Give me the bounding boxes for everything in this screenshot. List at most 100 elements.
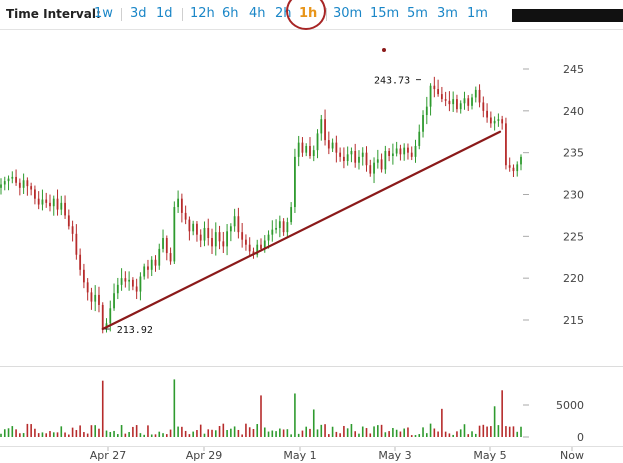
- interval-30m-button[interactable]: 30m: [333, 6, 363, 21]
- candle-body: [37, 198, 40, 205]
- interval-1w-button[interactable]: 1w: [94, 6, 113, 21]
- interval-2h-button[interactable]: 2h: [275, 6, 292, 21]
- price-tick-label: 225: [563, 230, 584, 243]
- volume-bar: [98, 428, 100, 437]
- interval-6h-button[interactable]: 6h: [222, 6, 239, 21]
- candle-body: [448, 100, 451, 105]
- candle-body: [7, 178, 10, 182]
- candle-body: [60, 202, 63, 210]
- volume-bar: [516, 431, 519, 437]
- candle-body: [203, 227, 206, 241]
- candle-body: [346, 154, 349, 162]
- volume-bar: [101, 380, 104, 437]
- candle-body: [282, 221, 285, 233]
- volume-bar: [233, 426, 236, 437]
- candle-body: [67, 215, 70, 227]
- volume-bar: [418, 434, 421, 437]
- candle-body: [271, 229, 274, 235]
- candle-body: [301, 142, 304, 153]
- volume-bar: [109, 432, 112, 437]
- volume-bar: [444, 431, 447, 437]
- volume-bar: [207, 429, 210, 437]
- volume-bar: [230, 428, 232, 437]
- volume-bar: [169, 429, 172, 437]
- volume-bar: [120, 425, 123, 437]
- candle-body: [52, 198, 55, 207]
- volume-bar: [260, 395, 262, 437]
- volume-bar: [335, 431, 338, 437]
- settings-dropdown[interactable]: [512, 9, 623, 22]
- candle-body: [471, 97, 473, 106]
- candle-body: [437, 89, 440, 95]
- interval-12h-button[interactable]: 12h: [190, 6, 215, 21]
- volume-bar: [19, 433, 21, 437]
- volume-bar: [135, 425, 138, 437]
- interval-5m-button[interactable]: 5m: [407, 6, 428, 21]
- candle-body: [290, 207, 293, 223]
- candle-body: [45, 199, 48, 203]
- candle-body: [380, 159, 383, 170]
- candle-body: [199, 234, 202, 241]
- interval-1h-button[interactable]: 1h: [299, 6, 318, 21]
- interval-4h-button[interactable]: 4h: [249, 6, 266, 21]
- divider: [326, 8, 327, 21]
- candle-body: [286, 222, 289, 233]
- candle-body: [165, 238, 168, 254]
- candle-body: [128, 279, 131, 282]
- candle-body: [489, 117, 492, 124]
- volume-bar: [312, 409, 315, 437]
- volume-bar: [245, 423, 247, 437]
- candle-body: [324, 119, 326, 141]
- candle-body: [131, 279, 134, 287]
- interval-3d-button[interactable]: 3d: [130, 6, 147, 21]
- candle-body: [297, 142, 300, 157]
- candle-body: [452, 99, 455, 105]
- toolbar: Time Interval: 1w 3d 1d 12h 6h 4h 2h 1h …: [0, 0, 623, 30]
- candle-body: [339, 152, 342, 157]
- candle-body: [275, 227, 277, 230]
- volume-bar: [71, 427, 74, 437]
- interval-1d-button[interactable]: 1d: [156, 6, 173, 21]
- volume-bar: [90, 425, 93, 437]
- volume-bar: [286, 429, 289, 437]
- volume-bar: [147, 425, 149, 437]
- candle-body: [467, 98, 470, 106]
- divider: [182, 8, 183, 21]
- candle-body: [493, 120, 496, 124]
- candle-body: [188, 219, 191, 232]
- candle-body: [444, 99, 447, 101]
- volume-bar: [414, 435, 417, 437]
- interval-3m-button[interactable]: 3m: [437, 6, 458, 21]
- candle-body: [0, 184, 2, 188]
- volume-bar: [482, 424, 485, 437]
- volume-bar: [237, 429, 240, 437]
- volume-bar: [297, 433, 300, 437]
- volume-bar: [211, 429, 213, 437]
- interval-15m-button[interactable]: 15m: [370, 6, 400, 21]
- candle-body: [214, 232, 217, 247]
- candle-body: [79, 254, 82, 270]
- candle-body: [505, 123, 507, 166]
- volume-bar: [354, 431, 357, 437]
- candle-body: [395, 148, 398, 154]
- candle-body: [207, 227, 210, 239]
- candle-body: [267, 234, 270, 241]
- interval-1m-button[interactable]: 1m: [467, 6, 488, 21]
- candle-body: [459, 103, 462, 110]
- candle-body: [101, 304, 104, 329]
- volume-bar: [150, 434, 153, 437]
- candle-body: [173, 207, 176, 262]
- price-tick-label: 215: [563, 314, 584, 327]
- candle-body: [369, 165, 372, 174]
- volume-bar: [497, 425, 500, 437]
- volume-bar: [520, 426, 522, 437]
- candle-body: [11, 176, 14, 179]
- volume-bar: [181, 426, 183, 437]
- candle-body: [169, 253, 172, 262]
- candle-body: [512, 167, 515, 172]
- volume-bar: [214, 430, 217, 437]
- volume-bar: [52, 432, 55, 437]
- candle-body: [248, 244, 251, 252]
- price-tick-label: 230: [563, 189, 584, 202]
- candle-body: [18, 182, 21, 188]
